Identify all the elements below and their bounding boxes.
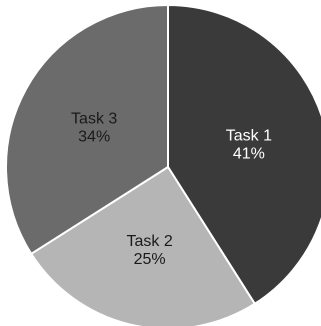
- slice-percent-label: 34%: [78, 128, 110, 145]
- slice-category-label: Task 3: [71, 110, 117, 127]
- pie-slice-task-2: [30, 166, 256, 326]
- slice-category-label: Task 2: [126, 233, 172, 250]
- slice-category-label: Task 1: [226, 127, 272, 144]
- pie-labels: Task 1 41% Task 2 25% Task 3 34%: [71, 110, 272, 268]
- slice-percent-label: 41%: [233, 145, 265, 162]
- pie-label-task-2: Task 2 25%: [126, 233, 172, 268]
- pie-slice-task-1: [167, 4, 321, 305]
- pie-label-task-3: Task 3 34%: [71, 110, 117, 145]
- pie-label-task-1: Task 1 41%: [226, 127, 272, 162]
- pie-slice-task-3: [5, 4, 169, 255]
- pie-slices: [5, 4, 321, 326]
- slice-percent-label: 25%: [134, 251, 166, 268]
